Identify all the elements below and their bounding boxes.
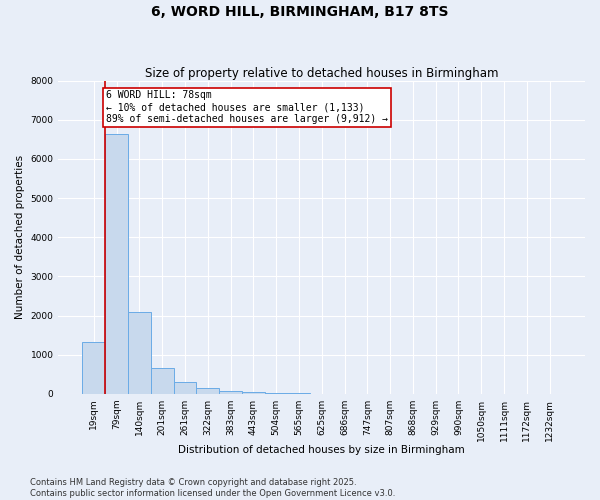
Text: 6, WORD HILL, BIRMINGHAM, B17 8TS: 6, WORD HILL, BIRMINGHAM, B17 8TS bbox=[151, 5, 449, 19]
Title: Size of property relative to detached houses in Birmingham: Size of property relative to detached ho… bbox=[145, 66, 499, 80]
Bar bbox=[173, 382, 196, 394]
Bar bbox=[196, 388, 219, 394]
X-axis label: Distribution of detached houses by size in Birmingham: Distribution of detached houses by size … bbox=[178, 445, 465, 455]
Text: 6 WORD HILL: 78sqm
← 10% of detached houses are smaller (1,133)
89% of semi-deta: 6 WORD HILL: 78sqm ← 10% of detached hou… bbox=[106, 90, 388, 124]
Text: Contains HM Land Registry data © Crown copyright and database right 2025.
Contai: Contains HM Land Registry data © Crown c… bbox=[30, 478, 395, 498]
Bar bbox=[265, 393, 287, 394]
Bar bbox=[128, 312, 151, 394]
Y-axis label: Number of detached properties: Number of detached properties bbox=[15, 155, 25, 320]
Bar bbox=[105, 134, 128, 394]
Bar bbox=[82, 342, 105, 394]
Bar bbox=[219, 390, 242, 394]
Bar bbox=[242, 392, 265, 394]
Bar bbox=[151, 368, 173, 394]
